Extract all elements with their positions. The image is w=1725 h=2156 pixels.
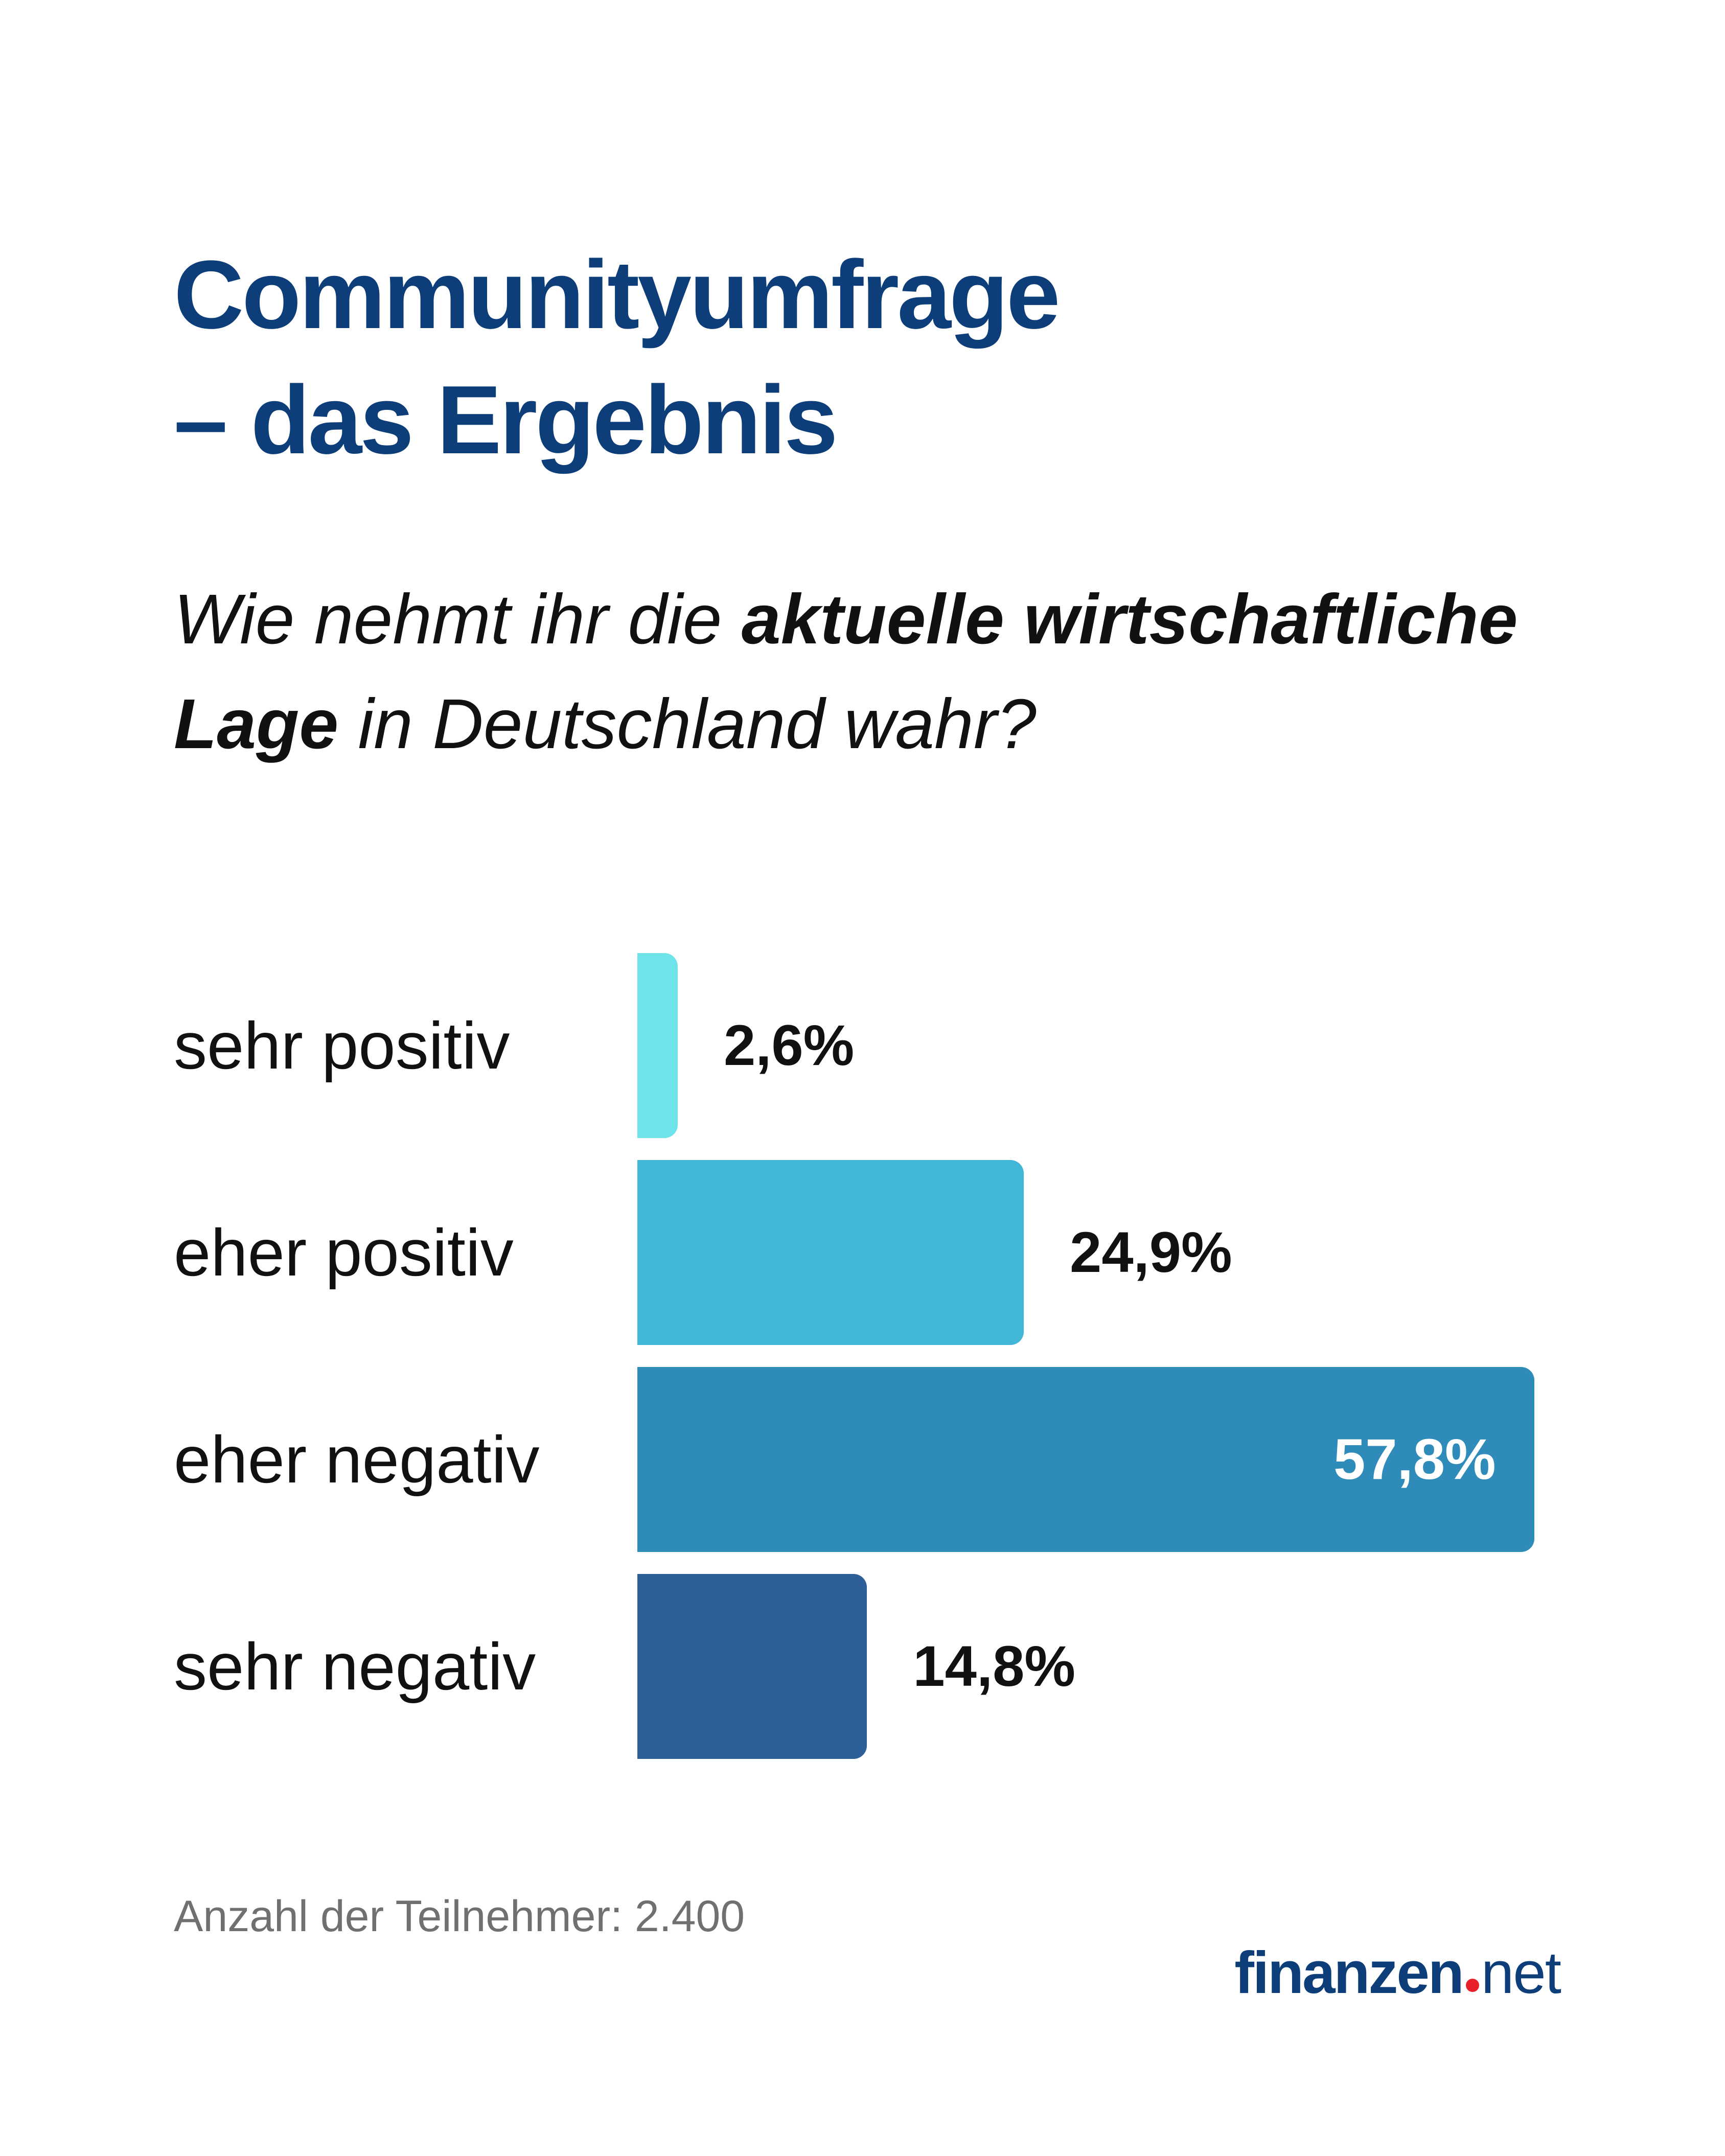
logo-tld: net: [1481, 1939, 1561, 2006]
participant-count-note: Anzahl der Teilnehmer: 2.400: [174, 1892, 745, 1941]
bar: [637, 1160, 1024, 1345]
finanzen-net-logo: finanzen net: [1234, 1937, 1561, 2008]
survey-question: Wie nehmt ihr die aktuelle wirtschaftlic…: [174, 567, 1579, 777]
bar: [637, 953, 678, 1138]
category-label: sehr positiv: [174, 1008, 510, 1083]
bar: [637, 1367, 1534, 1552]
category-label: sehr negativ: [174, 1629, 536, 1704]
question-text-bold: aktuelle wirtschaftliche Lage: [174, 580, 1518, 763]
question-text-2: in Deutschland wahr?: [338, 685, 1037, 763]
question-text-1: Wie nehmt ihr die: [174, 580, 742, 659]
category-label: eher negativ: [174, 1422, 540, 1497]
value-label: 57,8%: [1333, 1427, 1496, 1491]
logo-brand: finanzen: [1234, 1939, 1464, 2006]
title-line-2: – das Ergebnis: [174, 366, 838, 474]
bar: [637, 1574, 867, 1759]
value-label: 14,8%: [913, 1634, 1075, 1698]
value-label: 2,6%: [723, 1013, 855, 1077]
category-label: eher positiv: [174, 1215, 514, 1290]
logo-dot-icon: [1465, 1979, 1479, 1992]
value-label: 24,9%: [1070, 1220, 1232, 1284]
chart-title: Communityumfrage – das Ergebnis: [174, 233, 1061, 483]
title-line-1: Communityumfrage: [174, 241, 1061, 349]
